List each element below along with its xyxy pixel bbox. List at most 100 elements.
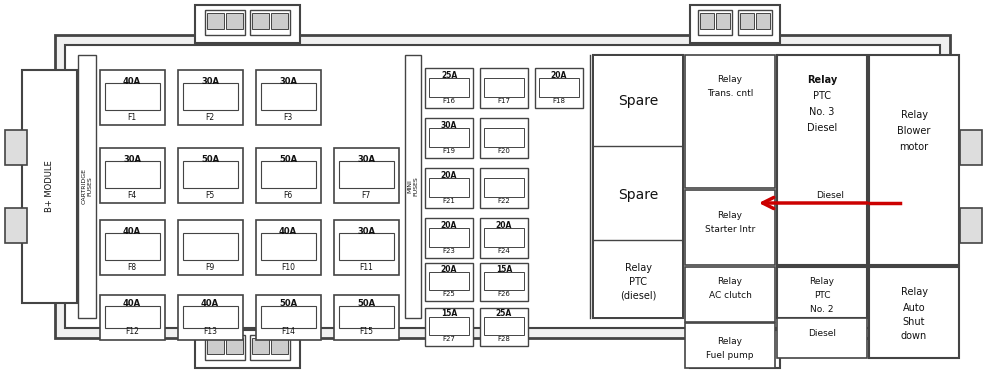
Bar	[252, 338, 269, 354]
Bar	[261, 161, 316, 188]
Text: Trans. cntl: Trans. cntl	[707, 90, 753, 98]
Bar	[690, 330, 780, 368]
Bar	[425, 263, 473, 301]
Bar	[777, 318, 867, 358]
Bar	[429, 228, 469, 247]
Text: MINI
FUSES: MINI FUSES	[408, 176, 418, 196]
Text: Relay: Relay	[807, 75, 837, 85]
Bar	[698, 10, 732, 35]
Bar	[960, 208, 982, 243]
Bar	[716, 13, 730, 29]
Bar	[480, 308, 528, 346]
Text: 15A: 15A	[441, 310, 457, 319]
Bar	[78, 55, 96, 318]
Bar	[700, 13, 714, 29]
Bar	[740, 13, 754, 29]
Bar	[716, 338, 730, 354]
Bar	[484, 317, 524, 335]
Bar	[100, 70, 165, 125]
Bar	[207, 338, 224, 354]
Text: PTC: PTC	[813, 91, 831, 101]
Text: B+ MODULE: B+ MODULE	[44, 160, 54, 212]
Bar	[429, 272, 469, 290]
Bar	[429, 178, 469, 197]
Bar	[594, 244, 682, 317]
Bar	[183, 306, 238, 328]
Text: (diesel): (diesel)	[620, 291, 656, 301]
Text: Relay: Relay	[718, 210, 742, 219]
Bar	[271, 13, 288, 29]
Bar	[425, 68, 473, 108]
Text: Relay: Relay	[624, 263, 652, 273]
Text: 40A: 40A	[279, 226, 297, 235]
Bar	[334, 295, 399, 340]
Text: F16: F16	[442, 98, 456, 104]
Text: F2: F2	[205, 113, 215, 122]
Bar	[425, 308, 473, 346]
Text: PTC: PTC	[814, 291, 830, 300]
Bar	[425, 118, 473, 158]
Bar	[429, 317, 469, 335]
Bar	[195, 330, 300, 368]
Text: 20A: 20A	[441, 220, 457, 229]
Bar	[178, 148, 243, 203]
Text: 40A: 40A	[123, 226, 141, 235]
Text: Relay: Relay	[718, 338, 742, 347]
Bar	[480, 168, 528, 208]
Text: Relay: Relay	[810, 276, 834, 285]
Bar	[105, 233, 160, 260]
Text: 25A: 25A	[496, 310, 512, 319]
Text: CARTRIDGE
FUSES: CARTRIDGE FUSES	[82, 168, 92, 204]
Text: F7: F7	[361, 191, 371, 200]
Bar	[5, 208, 27, 243]
Bar	[738, 335, 772, 360]
Text: 20A: 20A	[551, 70, 567, 79]
Text: 40A: 40A	[123, 300, 141, 308]
Text: F11: F11	[359, 263, 373, 272]
Bar	[685, 190, 775, 265]
Bar	[425, 168, 473, 208]
Text: Diesel: Diesel	[808, 329, 836, 338]
Text: F8: F8	[127, 263, 137, 272]
Bar	[740, 338, 754, 354]
Bar	[226, 13, 243, 29]
Text: Fuel pump: Fuel pump	[706, 351, 754, 360]
Text: 30A: 30A	[441, 120, 457, 129]
Bar	[183, 233, 238, 260]
Bar	[195, 5, 300, 43]
Text: Spare: Spare	[618, 188, 658, 202]
Text: F23: F23	[443, 248, 455, 254]
Bar	[339, 161, 394, 188]
Bar	[339, 306, 394, 328]
Text: 50A: 50A	[279, 300, 297, 308]
Text: F12: F12	[125, 327, 139, 336]
Text: F4: F4	[127, 191, 137, 200]
Text: Diesel: Diesel	[816, 191, 844, 201]
Bar	[256, 148, 321, 203]
Bar	[484, 178, 524, 197]
Bar	[178, 295, 243, 340]
Bar	[105, 83, 160, 110]
Bar	[869, 267, 959, 358]
Bar	[261, 306, 316, 328]
Bar	[5, 130, 27, 165]
Text: 50A: 50A	[201, 154, 219, 163]
Text: F13: F13	[203, 327, 217, 336]
Bar	[594, 150, 682, 240]
Bar	[777, 55, 867, 265]
Text: motor: motor	[899, 142, 929, 152]
Text: Diesel: Diesel	[807, 123, 837, 133]
Bar	[250, 10, 290, 35]
Text: F6: F6	[283, 191, 293, 200]
Text: No. 2: No. 2	[810, 304, 834, 313]
Bar	[685, 267, 775, 322]
Text: F22: F22	[498, 198, 510, 204]
Text: Starter Intr: Starter Intr	[705, 225, 755, 233]
Text: 50A: 50A	[279, 154, 297, 163]
Bar	[65, 45, 940, 328]
Text: F9: F9	[205, 263, 215, 272]
Text: F3: F3	[283, 113, 293, 122]
Bar	[207, 13, 224, 29]
Bar	[334, 148, 399, 203]
Bar	[777, 267, 867, 318]
